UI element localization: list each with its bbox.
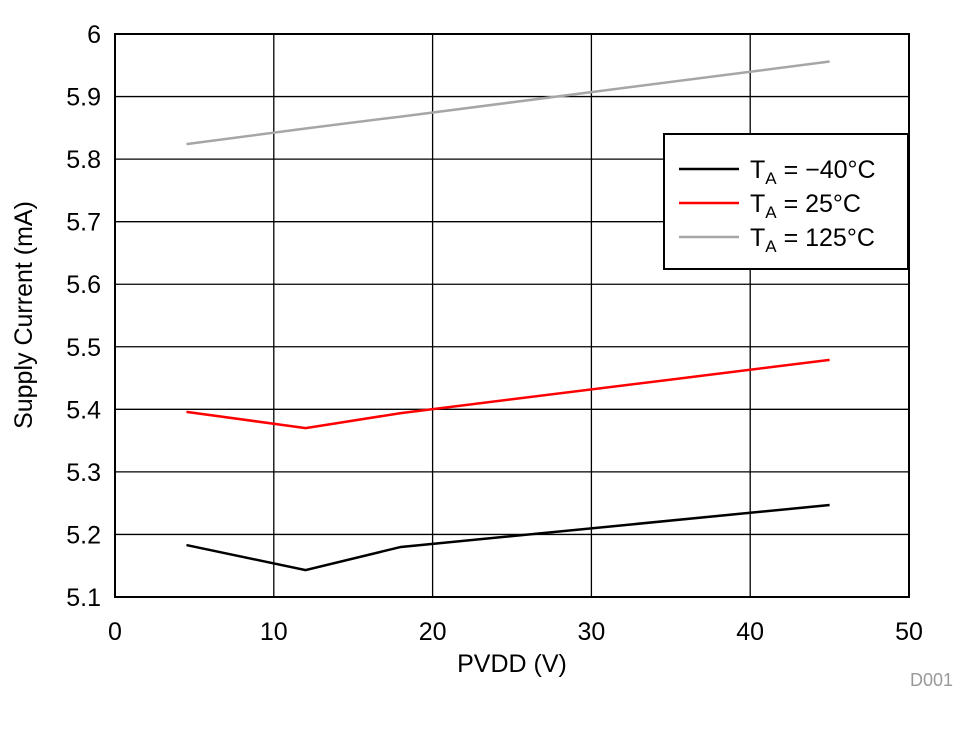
y-tick-label: 5.3 xyxy=(66,459,101,487)
y-tick-label: 5.9 xyxy=(66,84,101,112)
series-line-2 xyxy=(186,60,830,146)
y-tick-label: 5.2 xyxy=(66,521,101,549)
x-tick-label: 20 xyxy=(419,618,447,646)
x-tick-label: 10 xyxy=(260,618,288,646)
y-axis-label: Supply Current (mA) xyxy=(10,201,38,429)
grid xyxy=(114,33,910,598)
x-axis-label: PVDD (V) xyxy=(457,650,567,678)
y-tick-label: 6 xyxy=(87,21,101,49)
x-tick-label: 40 xyxy=(736,618,764,646)
series-line-0 xyxy=(186,503,830,572)
y-tick-label: 5.4 xyxy=(66,396,101,424)
legend-label: TA = 125°C xyxy=(750,224,875,256)
x-tick-label: 0 xyxy=(108,618,122,646)
y-tick-label: 5.1 xyxy=(66,584,101,612)
tick-labels: 0 10 20 30 40 50 5.1 5.2 5.3 5.4 5.5 5.6 5.7 5.8 5.9 6 xyxy=(66,21,923,646)
y-tick-label: 5.5 xyxy=(66,334,101,362)
x-tick-label: 50 xyxy=(895,618,923,646)
series-lines xyxy=(186,60,830,572)
legend-box xyxy=(663,133,909,270)
series-line-1 xyxy=(186,358,830,430)
y-tick-label: 5.7 xyxy=(66,209,101,237)
legend-label: TA = −40°C xyxy=(750,156,876,188)
legend: TA = −40°CTA = 25°CTA = 125°C xyxy=(663,133,909,270)
x-tick-label: 30 xyxy=(577,618,605,646)
legend-label: TA = 25°C xyxy=(750,190,861,222)
y-tick-label: 5.8 xyxy=(66,146,101,174)
plot-frame xyxy=(114,33,910,598)
figure-id: D001 xyxy=(910,670,953,690)
y-tick-label: 5.6 xyxy=(66,271,101,299)
